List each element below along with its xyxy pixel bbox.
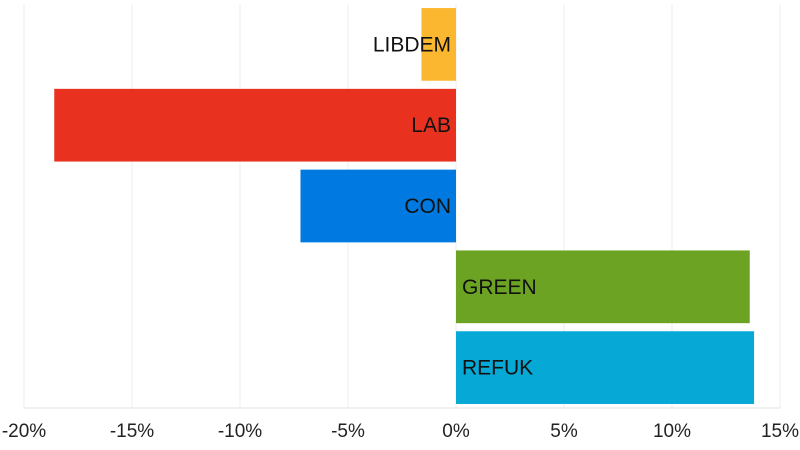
bar-label-refuk: REFUK — [462, 357, 533, 380]
bar-libdem — [421, 8, 456, 81]
bar-con — [300, 169, 456, 243]
x-tick-label: 0% — [442, 421, 470, 442]
bar-refuk — [456, 331, 755, 404]
bar-lab — [54, 88, 457, 162]
bar-label-green: GREEN — [462, 276, 537, 299]
bar-green — [456, 250, 750, 324]
bar-label-libdem: LIBDEM — [373, 33, 451, 56]
bar-label-con: CON — [404, 195, 451, 218]
x-tick-label: -20% — [2, 421, 46, 442]
x-tick-label: -5% — [331, 421, 365, 442]
bars — [54, 8, 755, 404]
x-tick-label: -15% — [110, 421, 154, 442]
x-tick-label: 15% — [761, 421, 799, 442]
x-tick-label: 10% — [653, 421, 691, 442]
x-tick-label: 5% — [550, 421, 578, 442]
x-axis-ticks: -20% -15% -10% -5% 0% 5% 10% 15% — [2, 421, 799, 442]
bar-label-lab: LAB — [411, 114, 451, 137]
x-tick-label: -10% — [218, 421, 262, 442]
bar-labels: LIBDEM LAB CON GREEN REFUK — [373, 33, 537, 379]
